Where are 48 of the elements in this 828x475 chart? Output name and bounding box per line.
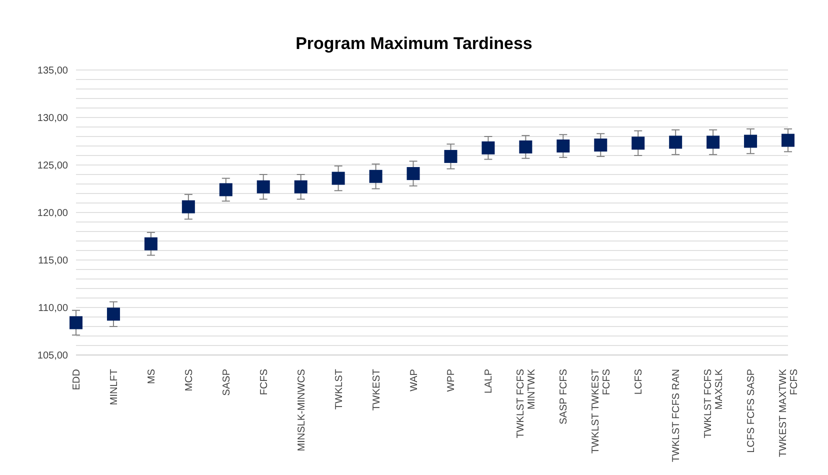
x-tick-label: SASP: [221, 368, 232, 396]
x-tick-label: EDD: [72, 369, 82, 390]
x-tick-label: TWKLST TWKEST FCFS: [590, 368, 613, 454]
x-tick-label: SASP FCFS: [558, 368, 570, 424]
point: [332, 172, 345, 185]
x-tick-label: TWKLST FCFS RAN: [671, 369, 682, 462]
x-tick-label: LCFS FCFS SASP: [746, 368, 758, 453]
x-tick-label: TWKEST: [371, 369, 382, 411]
x-tick-label: TWKLST: [334, 369, 345, 410]
point: [632, 136, 645, 150]
point: [219, 183, 232, 196]
point: [70, 316, 82, 330]
point: [669, 136, 682, 149]
x-tick-label: MINSLK-MINWCS: [296, 368, 308, 452]
point: [706, 136, 720, 149]
point: [294, 180, 308, 194]
point: [144, 237, 158, 250]
x-tick-label: LCFS: [634, 368, 645, 395]
y-tick-label: 135,00: [37, 66, 68, 77]
y-tick-label: 130,00: [37, 113, 68, 124]
x-tick-label: FCFS: [258, 368, 270, 396]
x-tick-label: MS: [146, 368, 158, 384]
point: [594, 138, 608, 152]
y-tick-label: 105,00: [37, 350, 68, 362]
y-tick-label: 115,00: [38, 256, 68, 267]
y-tick-label: 125,00: [37, 160, 68, 172]
point: [106, 308, 120, 321]
chart-title: Program Maximum Tardiness: [294, 33, 534, 55]
point: [256, 180, 270, 194]
x-tick-label: MCS: [184, 368, 195, 392]
y-tick-label: 120,00: [37, 208, 68, 220]
x-tick-label: WPP: [446, 368, 458, 392]
x-tick-label: LALP: [484, 368, 495, 394]
point: [782, 134, 794, 147]
point: [444, 150, 458, 163]
point: [182, 200, 195, 214]
point: [519, 140, 532, 154]
point: [556, 140, 570, 152]
point: [482, 141, 495, 154]
y-tick-label: 110,00: [38, 303, 68, 314]
point: [744, 134, 758, 148]
x-tick-label: WAP: [408, 368, 420, 392]
point: [369, 170, 382, 183]
x-tick-label: TWKEST MAXTWK FCFS: [778, 368, 800, 458]
point: [406, 167, 420, 180]
x-tick-label: MINLFT: [108, 369, 120, 406]
x-tick-label: TWKLST FCFS MAXSLK: [703, 368, 726, 438]
x-tick-label: TWKLST FCFS MINTWK: [516, 368, 538, 438]
